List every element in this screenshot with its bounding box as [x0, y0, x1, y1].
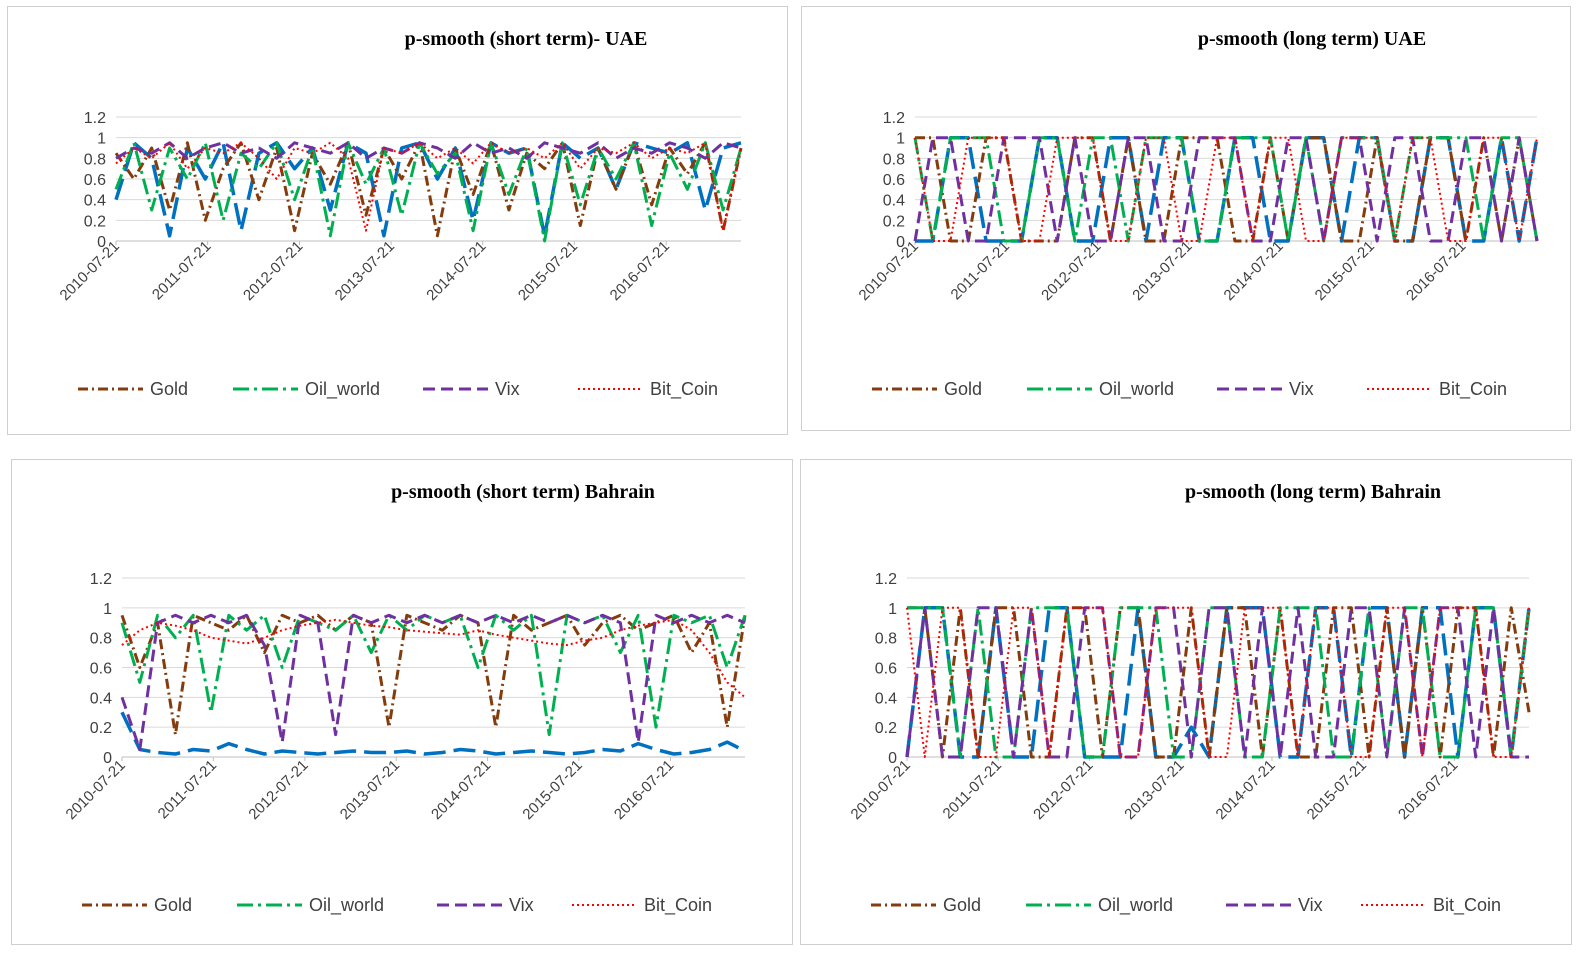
legend-label-oil_world: Oil_world — [309, 895, 384, 916]
y-tick-label: 0.2 — [90, 720, 112, 737]
x-tick-label: 2015-07-21 — [1304, 757, 1370, 823]
chart-svg: p-smooth (short term) Bahrain 0 0.2 0.4 0.6 0… — [63, 481, 747, 916]
x-tick-label: 2013-07-21 — [337, 757, 403, 823]
x-tick-label: 2011-07-21 — [948, 238, 1013, 303]
x-tick-label: 2016-07-21 — [611, 757, 677, 823]
chart-panel-long-term-uae: p-smooth (long term) UAE 0 0.2 0.4 0.6 0.8 1 1.… — [801, 6, 1571, 431]
chart-title: p-smooth (short term) Bahrain — [391, 481, 655, 503]
legend-label-gold: Gold — [150, 379, 188, 399]
y-tick-label: 0 — [888, 750, 897, 767]
legend-label-gold: Gold — [944, 379, 982, 399]
y-tick-label: 1.2 — [883, 110, 905, 127]
x-tick-label: 2011-07-21 — [149, 238, 214, 303]
y-tick-label: 0.4 — [84, 193, 106, 210]
chart-title: p-smooth (short term)- UAE — [405, 28, 648, 50]
x-tick-label: 2012-07-21 — [240, 238, 306, 304]
x-tick-label: 2010-07-21 — [57, 238, 123, 304]
x-tick-label: 2015-07-21 — [1312, 238, 1378, 304]
chart-panel-short-term-uae: p-smooth (short term)- UAE 0 0.2 0.4 0.6 0.8 1… — [7, 6, 788, 435]
y-tick-label: 0.8 — [883, 151, 905, 168]
legend-label-gold: Gold — [154, 895, 192, 915]
chart-title: p-smooth (long term) UAE — [1198, 28, 1426, 50]
x-tick-label: 2010-07-21 — [848, 757, 914, 823]
y-tick-label: 0.4 — [875, 690, 897, 707]
legend-label-bit_coin: Bit_Coin — [650, 379, 718, 400]
series-line-vix — [905, 606, 1529, 759]
series-line-unlabeled — [114, 141, 742, 238]
legend-label-bit_coin: Bit_Coin — [644, 895, 712, 916]
series-line-gold — [120, 613, 747, 737]
chart-title: p-smooth (long term) Bahrain — [1185, 481, 1441, 503]
y-tick-label: 0 — [896, 234, 905, 251]
x-tick-label: 2012-07-21 — [1038, 238, 1104, 304]
legend-label-oil_world: Oil_world — [1098, 895, 1173, 916]
x-tick-label: 2010-07-21 — [63, 757, 129, 823]
legend-label-oil_world: Oil_world — [305, 379, 380, 400]
series-line-bit_coin — [121, 618, 746, 699]
x-tick-label: 2013-07-21 — [1121, 757, 1187, 823]
x-tick-label: 2014-07-21 — [423, 238, 489, 304]
legend-label-bit_coin: Bit_Coin — [1439, 379, 1507, 400]
series-line-oil_world — [913, 136, 1539, 243]
series-line-unlabeled — [120, 711, 746, 756]
y-tick-label: 1 — [896, 131, 905, 148]
y-tick-label: 1 — [97, 131, 106, 148]
y-tick-label: 0.8 — [875, 631, 897, 648]
series-line-vix — [115, 141, 742, 160]
x-tick-label: 2013-07-21 — [1129, 238, 1195, 304]
legend-label-vix: Vix — [495, 379, 520, 399]
x-tick-label: 2011-07-21 — [940, 757, 1005, 822]
x-tick-label: 2015-07-21 — [519, 757, 585, 823]
y-tick-label: 0.6 — [883, 172, 905, 189]
y-tick-label: 0.4 — [883, 193, 905, 210]
x-tick-label: 2015-07-21 — [515, 238, 581, 304]
legend-label-bit_coin: Bit_Coin — [1433, 895, 1501, 916]
y-tick-label: 0.6 — [84, 172, 106, 189]
chart-svg: p-smooth (long term) Bahrain 0 0.2 0.4 0.6 0.… — [848, 481, 1531, 916]
y-tick-label: 1 — [103, 601, 112, 618]
y-tick-label: 1 — [888, 601, 897, 618]
legend-label-gold: Gold — [943, 895, 981, 915]
y-tick-label: 0.6 — [90, 661, 112, 678]
series-line-oil_world — [120, 613, 747, 737]
y-tick-label: 1.2 — [875, 571, 897, 588]
chart-svg: p-smooth (short term)- UAE 0 0.2 0.4 0.6 0.8 1… — [57, 28, 743, 400]
y-tick-label: 0.8 — [84, 151, 106, 168]
legend-label-oil_world: Oil_world — [1099, 379, 1174, 400]
series-line-vix — [120, 613, 746, 751]
x-tick-label: 2014-07-21 — [1221, 238, 1287, 304]
x-tick-label: 2012-07-21 — [245, 757, 311, 823]
chart-panel-short-term-bahrain: p-smooth (short term) Bahrain 0 0.2 0.4 0.6 0… — [11, 459, 793, 945]
x-tick-label: 2014-07-21 — [1213, 757, 1279, 823]
x-tick-label: 2016-07-21 — [607, 238, 673, 304]
y-tick-label: 1.2 — [90, 571, 112, 588]
series-line-bit_coin — [906, 606, 1530, 758]
y-tick-label: 0 — [97, 234, 106, 251]
legend-label-vix: Vix — [1289, 379, 1314, 399]
y-tick-label: 0.2 — [84, 213, 106, 230]
x-tick-label: 2016-07-21 — [1403, 238, 1469, 304]
legend-label-vix: Vix — [1298, 895, 1323, 915]
chart-svg: p-smooth (long term) UAE 0 0.2 0.4 0.6 0.8 1 1.… — [856, 28, 1539, 400]
legend-label-vix: Vix — [509, 895, 534, 915]
series-line-gold — [907, 606, 1531, 759]
y-tick-label: 0.2 — [883, 213, 905, 230]
y-tick-label: 1.2 — [84, 110, 106, 127]
x-tick-label: 2013-07-21 — [332, 238, 398, 304]
x-tick-label: 2010-07-21 — [856, 238, 922, 304]
y-tick-label: 0 — [103, 750, 112, 767]
series-line-oil_world — [114, 141, 743, 243]
y-tick-label: 0.4 — [90, 690, 112, 707]
x-tick-label: 2016-07-21 — [1395, 757, 1461, 823]
series-line-bit_coin — [115, 141, 742, 232]
x-tick-label: 2011-07-21 — [155, 757, 220, 822]
x-tick-label: 2012-07-21 — [1030, 757, 1096, 823]
chart-panel-long-term-bahrain: p-smooth (long term) Bahrain 0 0.2 0.4 0.6 0.… — [800, 459, 1572, 945]
y-tick-label: 0.2 — [875, 720, 897, 737]
series-line-vix — [913, 136, 1539, 243]
x-tick-label: 2014-07-21 — [428, 757, 494, 823]
y-tick-label: 0.6 — [875, 661, 897, 678]
series-line-bit_coin — [914, 136, 1538, 242]
y-tick-label: 0.8 — [90, 631, 112, 648]
